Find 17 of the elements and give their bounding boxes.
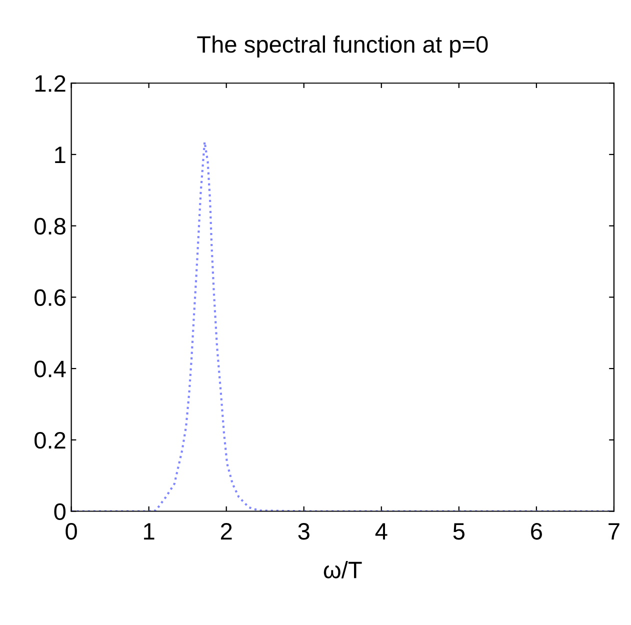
x-tick-label: 4 <box>375 523 388 540</box>
x-tick-label: 1 <box>144 523 154 540</box>
x-tick-label: 0 <box>66 522 77 540</box>
y-tick-label: 1.2 <box>35 75 66 92</box>
y-tick-label: 0 <box>54 503 66 520</box>
y-tick-label: 1 <box>55 146 66 164</box>
x-tick-label: 6 <box>531 522 542 540</box>
y-tick-label: 0.4 <box>34 360 66 378</box>
y-tick-label: 0.6 <box>34 289 66 306</box>
x-tick-label: 2 <box>220 522 232 540</box>
y-tick-label: 0.2 <box>34 432 66 449</box>
chart-title: The spectral function at p=0 <box>197 35 488 58</box>
x-tick-label: 7 <box>608 523 620 540</box>
x-tick-label: 3 <box>298 522 310 540</box>
x-tick-label: 5 <box>453 523 464 540</box>
x-axis-title: ω/T <box>324 561 362 578</box>
y-tick-label: 0.8 <box>34 218 66 235</box>
